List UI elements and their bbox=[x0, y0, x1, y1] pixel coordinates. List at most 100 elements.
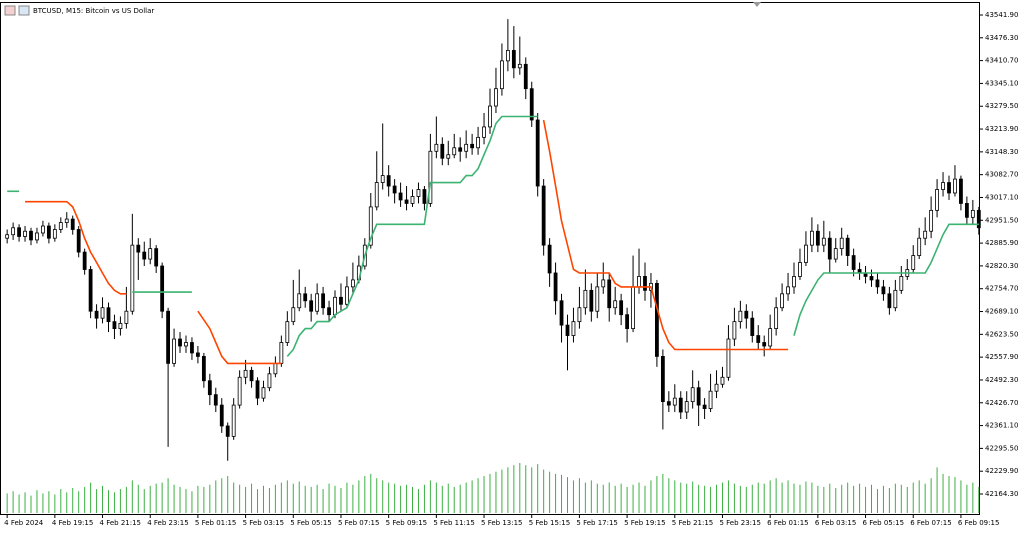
x-tick-label: 6 Feb 03:15 bbox=[815, 519, 856, 527]
candle-body bbox=[285, 321, 290, 343]
candle-body bbox=[136, 244, 141, 253]
candle-body bbox=[726, 338, 731, 378]
candle-body bbox=[410, 196, 415, 204]
candle-body bbox=[494, 88, 498, 107]
candle-body bbox=[923, 230, 928, 239]
candle-body bbox=[374, 182, 379, 208]
candle-body bbox=[541, 185, 546, 246]
candle-body bbox=[827, 237, 832, 260]
candle-body bbox=[625, 314, 630, 329]
candle-body bbox=[529, 88, 534, 121]
candle-body bbox=[130, 244, 135, 312]
x-tick-label: 5 Feb 03:15 bbox=[243, 519, 284, 527]
y-tick-label: 43148.30 bbox=[985, 148, 1018, 156]
x-tick-label: 6 Feb 05:15 bbox=[863, 519, 904, 527]
x-tick-label: 6 Feb 09:15 bbox=[958, 519, 999, 527]
shift-marker bbox=[753, 2, 761, 7]
candle-body bbox=[720, 376, 725, 385]
candle-body bbox=[380, 175, 385, 183]
x-tick-label: 6 Feb 01:15 bbox=[767, 519, 808, 527]
candle-body bbox=[434, 143, 439, 152]
candle-body bbox=[368, 206, 373, 246]
candle-body bbox=[565, 324, 570, 336]
candle-body bbox=[29, 230, 33, 241]
candle-body bbox=[17, 227, 21, 237]
candle-body bbox=[917, 237, 922, 256]
candle-body bbox=[172, 338, 176, 364]
candle-body bbox=[571, 321, 576, 336]
candle-body bbox=[583, 289, 588, 309]
y-tick-label: 42229.90 bbox=[985, 467, 1018, 475]
candle-body bbox=[64, 218, 69, 223]
candle-body bbox=[768, 328, 773, 347]
x-tick-label: 5 Feb 05:15 bbox=[290, 519, 331, 527]
candle-body bbox=[804, 244, 808, 263]
volume-layer bbox=[6, 463, 980, 513]
candle-body bbox=[350, 279, 355, 288]
candle-body bbox=[678, 397, 683, 413]
candle-body bbox=[482, 126, 486, 138]
y-tick-label: 43213.90 bbox=[985, 125, 1018, 133]
candle-body bbox=[142, 251, 147, 260]
y-tick-label: 43017.10 bbox=[985, 193, 1018, 201]
y-tick-label: 43279.50 bbox=[985, 102, 1018, 110]
candle-body bbox=[279, 342, 284, 364]
candle-body bbox=[464, 143, 469, 152]
candle-body bbox=[511, 50, 516, 69]
candle-body bbox=[655, 282, 659, 357]
indicator-line bbox=[197, 310, 282, 365]
candle-body bbox=[303, 293, 308, 302]
candle-body bbox=[398, 192, 403, 201]
candle-body bbox=[899, 276, 904, 291]
candle-body bbox=[601, 279, 606, 288]
candle-body bbox=[94, 310, 99, 319]
candle-body bbox=[201, 356, 206, 382]
candle-body bbox=[553, 272, 558, 302]
candle-body bbox=[809, 230, 814, 246]
chart-title: BTCUSD, M15: Bitcoin vs US Dollar bbox=[33, 7, 154, 15]
candle-body bbox=[500, 60, 504, 90]
candle-body bbox=[637, 276, 641, 288]
x-tick-label: 5 Feb 01:15 bbox=[195, 519, 236, 527]
x-tick-label: 5 Feb 23:15 bbox=[719, 519, 760, 527]
candle-body bbox=[970, 209, 975, 218]
candle-body bbox=[792, 276, 796, 288]
candle-body bbox=[88, 269, 93, 312]
candle-body bbox=[321, 293, 325, 309]
candle-body bbox=[458, 147, 463, 152]
candle-body bbox=[613, 300, 618, 309]
candle-body bbox=[959, 178, 963, 204]
candle-body bbox=[881, 286, 886, 295]
icon bbox=[18, 5, 30, 16]
candle-body bbox=[315, 293, 320, 312]
candle-body bbox=[821, 237, 826, 246]
candle-body bbox=[631, 286, 635, 329]
candle-body bbox=[225, 425, 230, 437]
candle-body bbox=[207, 380, 212, 396]
y-tick-label: 43541.90 bbox=[985, 11, 1018, 19]
candle-body bbox=[559, 300, 564, 326]
candle-body bbox=[547, 244, 552, 274]
candle-body bbox=[774, 307, 779, 329]
y-tick-label: 42623.50 bbox=[985, 330, 1018, 338]
candle-body bbox=[154, 248, 159, 267]
candle-body bbox=[148, 248, 153, 260]
candle-body bbox=[23, 230, 27, 237]
candle-body bbox=[535, 119, 540, 187]
x-tick-label: 4 Feb 21:15 bbox=[100, 519, 141, 527]
candle-body bbox=[267, 373, 272, 389]
indicator-line bbox=[25, 200, 127, 295]
candle-body bbox=[124, 310, 129, 324]
candles bbox=[5, 19, 981, 461]
candle-body bbox=[833, 248, 838, 260]
y-tick-label: 42361.10 bbox=[985, 422, 1018, 430]
candle-body bbox=[46, 225, 51, 239]
x-tick-label: 4 Feb 23:15 bbox=[147, 519, 188, 527]
candle-body bbox=[70, 218, 75, 230]
candle-body bbox=[386, 175, 391, 187]
title-icons bbox=[4, 5, 30, 16]
y-tick-label: 42426.70 bbox=[985, 399, 1018, 407]
candle-body bbox=[470, 143, 475, 149]
candle-body bbox=[243, 369, 248, 378]
